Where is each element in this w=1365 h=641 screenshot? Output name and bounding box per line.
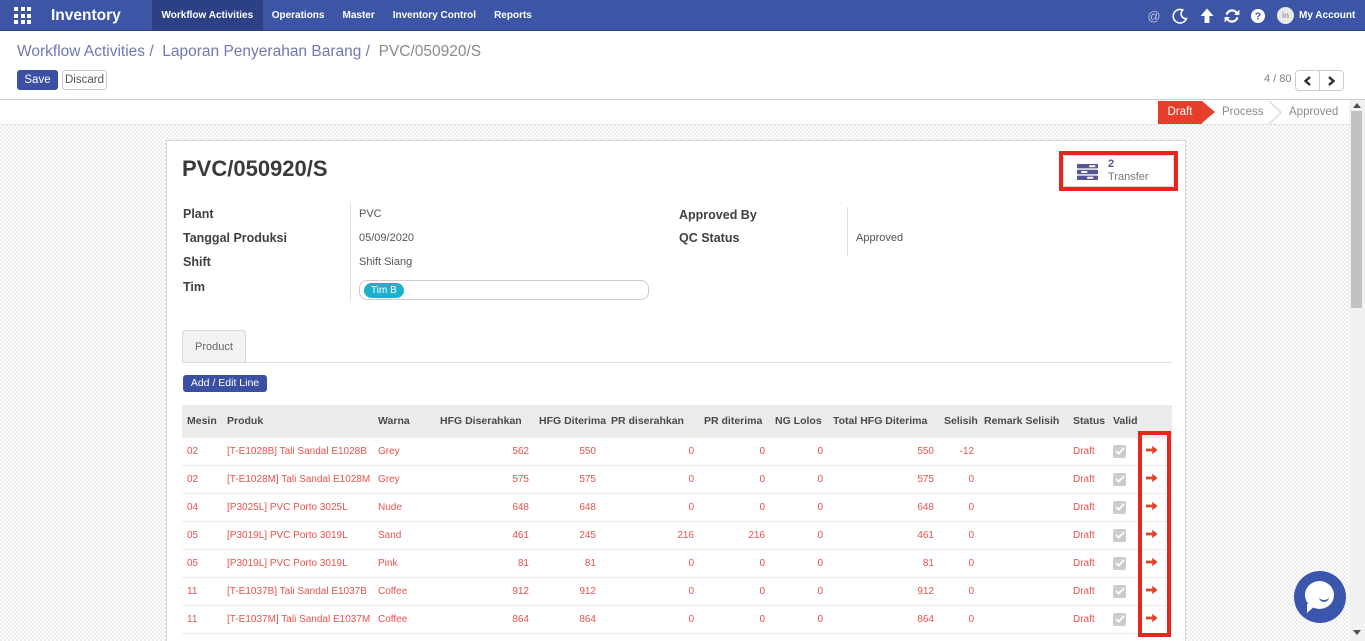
svg-text:?: ? <box>1255 11 1261 23</box>
svg-text:@: @ <box>1147 9 1160 24</box>
